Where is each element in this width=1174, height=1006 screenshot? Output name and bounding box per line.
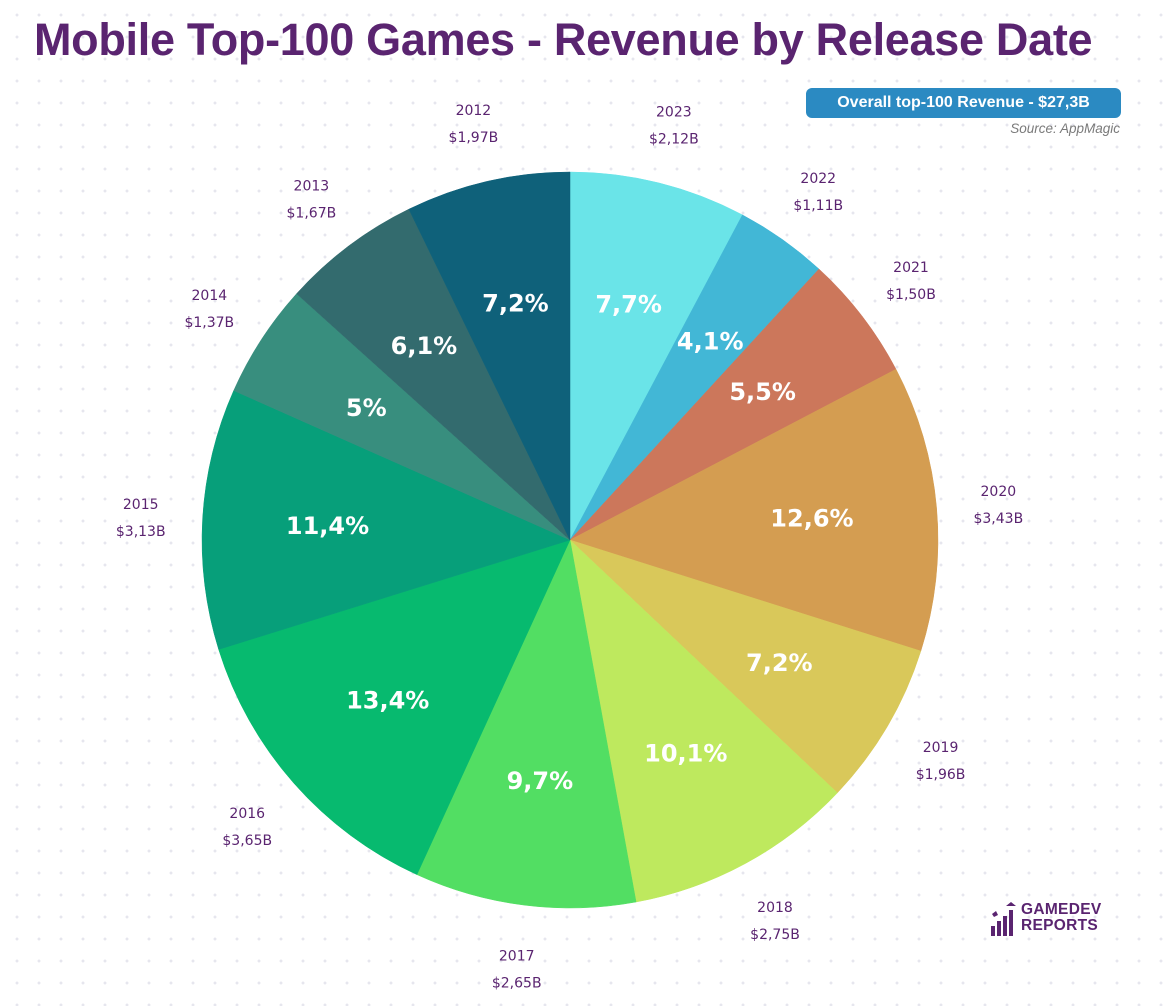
pie-slice-2020 (569, 368, 939, 652)
revenue-label-2023: $2,12B (649, 132, 699, 148)
revenue-label-2017: $2,65B (492, 976, 542, 992)
pie-slice-2023 (569, 171, 743, 541)
gamedev-reports-logo: GAMEDEV REPORTS (989, 900, 1101, 940)
percent-label-2017: 9,7% (507, 767, 574, 795)
year-label-2022: 2022 (800, 171, 836, 187)
percent-label-2013: 6,1% (391, 332, 458, 360)
logo-text: GAMEDEV REPORTS (1021, 902, 1101, 934)
year-label-2023: 2023 (656, 105, 692, 121)
percent-label-2019: 7,2% (746, 649, 813, 677)
pie-slice-2015 (201, 390, 571, 650)
percent-label-2021: 5,5% (729, 378, 796, 406)
revenue-label-2013: $1,67B (287, 205, 337, 221)
percent-label-2012: 7,2% (482, 289, 549, 317)
bar-chart-arrow-icon (991, 902, 1016, 936)
percent-label-2018: 10,1% (644, 740, 727, 768)
year-label-2021: 2021 (893, 260, 929, 276)
revenue-label-2016: $3,65B (222, 833, 272, 849)
year-label-2019: 2019 (923, 740, 959, 756)
revenue-label-2014: $1,37B (184, 315, 234, 331)
pie-slice-2018 (569, 539, 838, 903)
percent-label-2022: 4,1% (677, 328, 744, 356)
year-label-2015: 2015 (123, 497, 159, 513)
year-label-2013: 2013 (294, 178, 330, 194)
year-label-2018: 2018 (757, 900, 793, 916)
percent-label-2015: 11,4% (286, 512, 369, 540)
year-label-2014: 2014 (192, 288, 228, 304)
chart-title: Mobile Top-100 Games - Revenue by Releas… (34, 14, 1093, 65)
year-label-2016: 2016 (229, 806, 265, 822)
pie-slice-2012 (408, 171, 571, 541)
revenue-label-2020: $3,43B (973, 511, 1023, 527)
percent-label-2023: 7,7% (595, 290, 662, 318)
logo-line-1: GAMEDEV (1021, 901, 1102, 918)
revenue-label-2012: $1,97B (449, 130, 499, 146)
pie-slice-2016 (218, 539, 571, 875)
revenue-label-2015: $3,13B (116, 524, 166, 540)
revenue-label-2021: $1,50B (886, 287, 936, 303)
source-note: Source: AppMagic (1010, 121, 1120, 136)
percent-label-2020: 12,6% (770, 505, 853, 533)
pie-slices (201, 171, 939, 909)
revenue-label-2019: $1,96B (916, 767, 966, 783)
pie-slice-2019 (569, 539, 922, 794)
percent-label-2014: 5% (346, 394, 387, 422)
total-revenue-badge: Overall top-100 Revenue - $27,3B (806, 88, 1121, 118)
year-label-2020: 2020 (981, 484, 1017, 500)
revenue-label-2022: $1,11B (793, 198, 843, 214)
revenue-label-2018: $2,75B (750, 927, 800, 943)
logo-line-2: REPORTS (1021, 917, 1099, 934)
year-label-2012: 2012 (456, 103, 492, 119)
pie-slice-2013 (296, 208, 571, 541)
percent-label-2016: 13,4% (346, 686, 429, 714)
pie-slice-2017 (416, 539, 637, 909)
pie-labels: 7,7% 2023 $2,12B 4,1% 2022 $1,11B 5,5% 2021 $1,5… (116, 103, 1023, 992)
year-label-2017: 2017 (499, 949, 535, 965)
